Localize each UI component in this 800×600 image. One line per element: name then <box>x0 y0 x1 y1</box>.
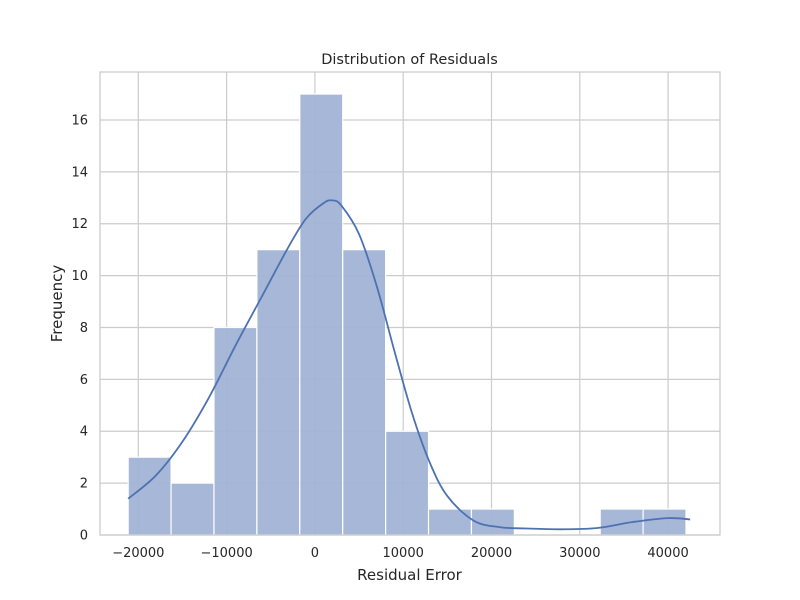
histogram-bar <box>127 456 172 536</box>
histogram-bar <box>170 482 215 536</box>
x-axis-label: Residual Error <box>357 566 463 584</box>
kde-line <box>127 199 691 531</box>
x-tick-label: 10000 <box>383 546 424 561</box>
y-tick-label: 6 <box>80 373 88 388</box>
y-tick-labels: 0 2 4 6 8 10 12 14 16 <box>71 113 88 543</box>
histogram-bars <box>127 93 687 536</box>
kde-curve-group <box>127 199 691 531</box>
histogram-bar <box>642 508 687 536</box>
histogram-bar <box>256 249 301 536</box>
y-tick-label: 2 <box>80 477 88 492</box>
x-tick-label: 40000 <box>647 546 688 561</box>
histogram-bar <box>427 508 473 536</box>
x-tick-label: −20000 <box>112 546 164 561</box>
histogram-bar <box>299 93 344 536</box>
x-tick-labels: −20000 −10000 0 10000 20000 30000 40000 <box>112 546 689 561</box>
y-tick-label: 14 <box>71 165 88 180</box>
x-tick-label: −10000 <box>200 546 252 561</box>
y-tick-label: 10 <box>71 269 88 284</box>
histogram-bar <box>213 326 258 536</box>
y-axis-label: Frequency <box>48 265 66 343</box>
axes-frame <box>99 71 721 536</box>
y-tick-label: 0 <box>80 529 88 544</box>
y-tick-label: 8 <box>80 321 88 336</box>
chart-title: Distribution of Residuals <box>321 52 498 68</box>
y-tick-label: 16 <box>71 113 88 128</box>
y-tick-label: 4 <box>80 425 88 440</box>
x-tick-label: 20000 <box>471 546 512 561</box>
x-tick-label: 0 <box>311 546 319 561</box>
histogram-bar <box>385 430 430 536</box>
y-tick-label: 12 <box>71 217 88 232</box>
x-tick-label: 30000 <box>559 546 600 561</box>
